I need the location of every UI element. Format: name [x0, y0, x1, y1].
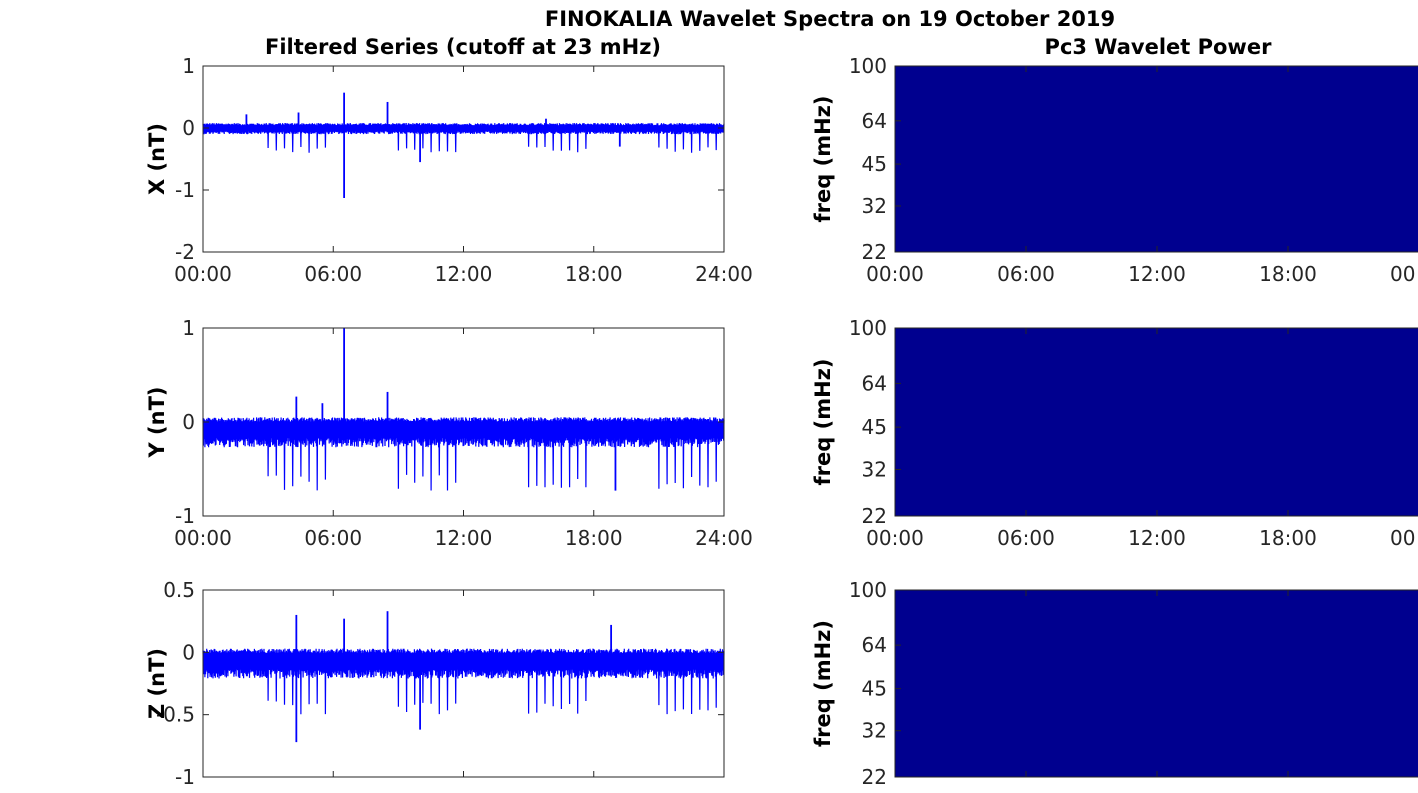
x-tick-label: 12:00: [1128, 262, 1186, 286]
y-axis-label: Y (nT): [145, 387, 169, 459]
x-tick-label: 18:00: [1259, 526, 1317, 550]
series-line: [202, 122, 725, 153]
y-tick-label: -1: [175, 504, 195, 528]
x-tick-label: 00:00: [866, 526, 924, 550]
y-tick-label: 45: [862, 152, 887, 176]
x-tick-label: 18:00: [1259, 262, 1317, 286]
y-tick-label: 22: [862, 504, 887, 528]
wavelet-power-image: [894, 327, 1418, 517]
x-tick-label: 18:00: [565, 262, 623, 286]
y-axis-label: freq (mHz): [811, 359, 835, 486]
y-tick-label: 0: [182, 116, 195, 140]
x-tick-label: 06:00: [997, 526, 1055, 550]
y-tick-label: 100: [849, 54, 887, 78]
x-tick-label: 12:00: [1128, 526, 1186, 550]
wavelet-panel-3: 100 64 45 32 22 freq (mHz): [811, 578, 1418, 789]
x-tick-label: 24:00: [695, 526, 753, 550]
series-panel-z: -1 -0.5 0 0.5 Z (nT): [145, 578, 725, 789]
series-line: [202, 648, 725, 715]
y-axis-label: Z (nT): [145, 648, 169, 719]
y-tick-label: 22: [862, 765, 887, 788]
x-tick-label: 00: [1390, 526, 1415, 550]
y-tick-label: 22: [862, 240, 887, 264]
y-tick-label: 45: [862, 415, 887, 439]
x-tick-label: 06:00: [304, 262, 362, 286]
y-tick-label: 64: [862, 633, 887, 657]
y-tick-label: 32: [862, 719, 887, 743]
y-tick-label: -1: [175, 178, 195, 202]
x-tick-label: 12:00: [435, 262, 493, 286]
series-panel-x: -2 -1 0 1 00:00 06:00 12:00 18:00 24:00 X (nT): [145, 54, 753, 286]
x-tick-label: 06:00: [997, 262, 1055, 286]
x-tick-label: 00:00: [174, 262, 232, 286]
y-tick-label: 64: [862, 109, 887, 133]
figure-title: FINOKALIA Wavelet Spectra on 19 October …: [545, 7, 1115, 31]
y-tick-label: 1: [182, 54, 195, 78]
y-tick-label: 32: [862, 457, 887, 481]
y-tick-label: 64: [862, 371, 887, 395]
y-axis-label: freq (mHz): [811, 620, 835, 747]
y-tick-label: 0: [182, 410, 195, 434]
x-tick-label: 24:00: [695, 262, 753, 286]
series-panel-y: -1 0 1 00:00 06:00 12:00 18:00 24:00 Y (nT): [145, 316, 753, 550]
y-axis-label: X (nT): [145, 123, 169, 195]
y-tick-label: 100: [849, 316, 887, 340]
series-line: [202, 417, 725, 491]
y-tick-label: 32: [862, 194, 887, 218]
y-tick-label: 0: [182, 640, 195, 664]
y-tick-label: 45: [862, 677, 887, 701]
y-tick-label: 1: [182, 316, 195, 340]
plot-area: [203, 66, 724, 252]
x-tick-label: 18:00: [565, 526, 623, 550]
x-tick-label: 00:00: [174, 526, 232, 550]
x-tick-label: 00: [1390, 262, 1415, 286]
x-tick-label: 12:00: [435, 526, 493, 550]
right-column-title: Pc3 Wavelet Power: [1045, 35, 1273, 59]
x-tick-label: 06:00: [304, 526, 362, 550]
y-tick-label: -2: [175, 240, 195, 264]
y-tick-label: -0.5: [156, 703, 195, 727]
y-tick-label: 100: [849, 578, 887, 602]
y-axis-label: freq (mHz): [811, 96, 835, 223]
plot-area: [203, 590, 724, 777]
y-tick-label: 0.5: [163, 578, 195, 602]
left-column-title: Filtered Series (cutoff at 23 mHz): [265, 35, 661, 59]
y-tick-label: -1: [175, 765, 195, 788]
wavelet-power-image: [894, 589, 1418, 778]
wavelet-power-image: [894, 65, 1418, 253]
x-tick-label: 00:00: [866, 262, 924, 286]
